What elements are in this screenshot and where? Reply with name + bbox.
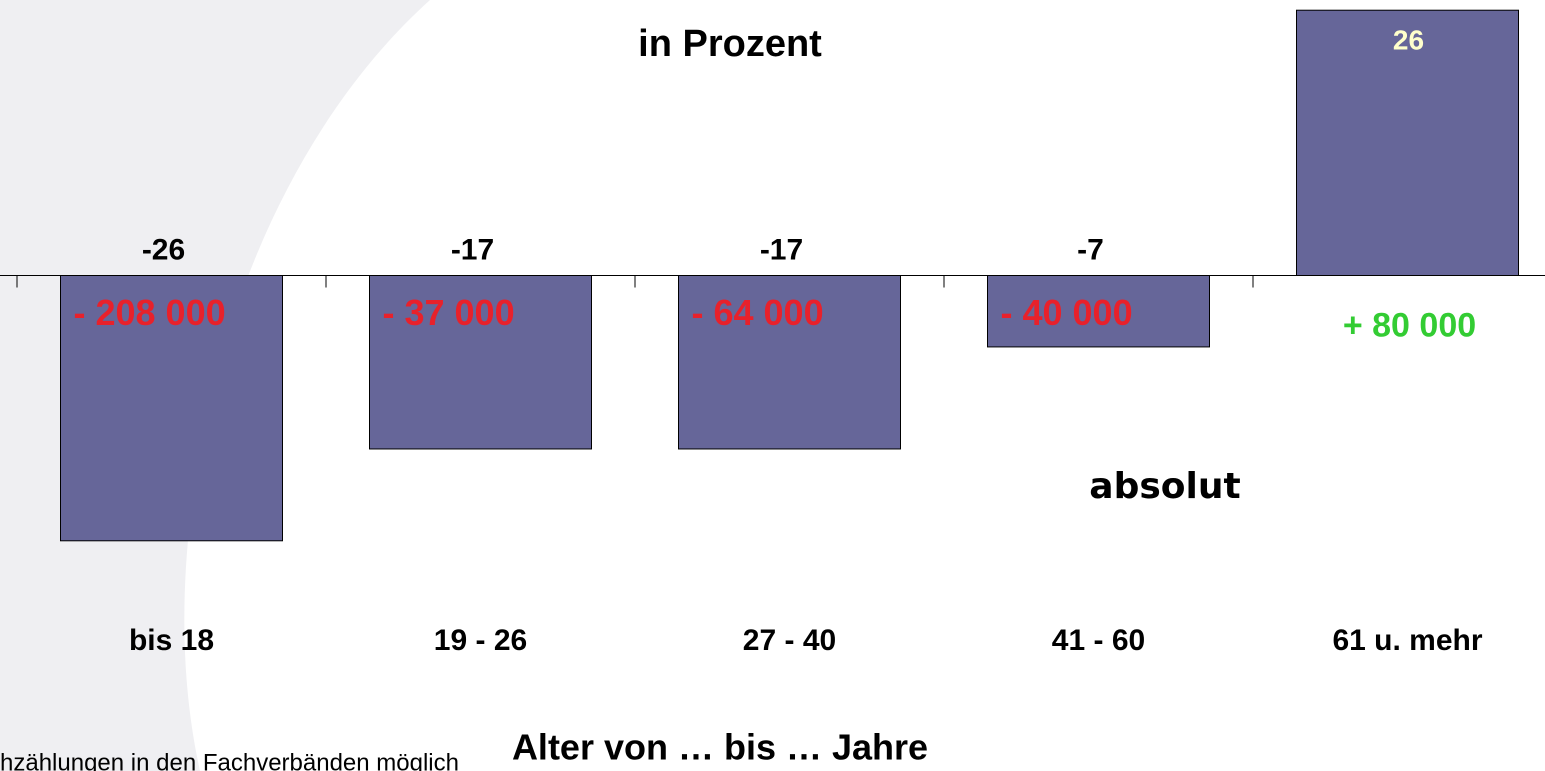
x-tick-label: 27 - 40 xyxy=(743,624,836,657)
bar xyxy=(369,275,592,450)
bar xyxy=(678,275,901,450)
absolute-label: - 37 000 xyxy=(383,292,515,333)
x-tick-label: bis 18 xyxy=(129,624,214,657)
absolute-label: + 80 000 xyxy=(1343,306,1476,344)
bar xyxy=(60,275,283,542)
value-label: -26 xyxy=(142,233,185,266)
absolute-label: - 64 000 xyxy=(692,292,824,333)
value-label: -7 xyxy=(1077,233,1104,266)
x-axis-title: Alter von … bis … Jahre xyxy=(512,727,928,768)
absolute-label: - 208 000 xyxy=(74,292,226,333)
value-label: -17 xyxy=(451,233,494,266)
background-shape xyxy=(0,0,430,771)
x-tick-label: 61 u. mehr xyxy=(1332,624,1482,657)
x-tick-label: 19 - 26 xyxy=(434,624,527,657)
chart-title: in Prozent xyxy=(638,23,822,65)
value-label: 26 xyxy=(1393,25,1424,56)
x-tick-label: 41 - 60 xyxy=(1052,624,1145,657)
absolute-label: - 40 000 xyxy=(1001,292,1133,333)
footnote: hzählungen in den Fachverbänden möglich xyxy=(0,749,459,771)
value-label: -17 xyxy=(760,233,803,266)
annotation: absolut xyxy=(1089,466,1240,507)
bar xyxy=(1296,9,1519,276)
